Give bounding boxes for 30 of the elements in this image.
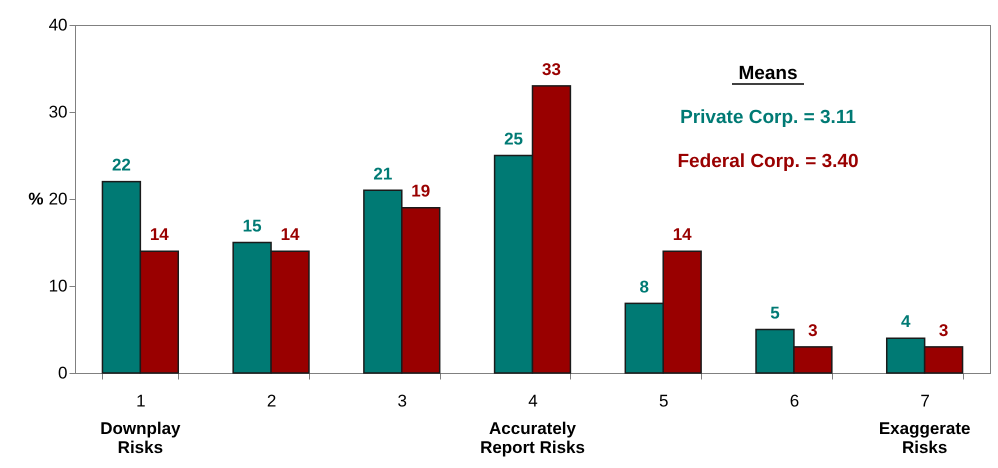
data-label: 22 [112, 156, 131, 175]
data-label: 4 [900, 312, 911, 332]
y-tick-label: 0 [58, 364, 68, 382]
data-label: 3 [938, 320, 948, 340]
x-tick-label: 3 [398, 392, 408, 410]
category-label: 4 Accurately Report Risks [480, 392, 585, 457]
data-label: 3 [808, 320, 818, 340]
y-tick-label: 20 [48, 190, 68, 208]
y-tick-label: 40 [48, 16, 68, 34]
data-label: 8 [640, 277, 649, 296]
data-label: 21 [373, 164, 392, 184]
annotation: Means [738, 63, 798, 84]
x-tick-label: 5 [658, 392, 668, 410]
y-tick-label: 10 [48, 276, 68, 296]
data-label: 15 [242, 216, 262, 236]
data-label: 14 [150, 225, 170, 244]
data-label: 14 [280, 225, 300, 244]
data-label: 25 [504, 130, 524, 148]
data-label: 5 [770, 304, 780, 322]
data-label: 19 [411, 182, 430, 201]
data-label: 33 [542, 60, 561, 79]
data-label: 14 [672, 225, 692, 244]
category-label: 1 Downplay Risks [100, 392, 181, 457]
x-tick-label: 6 [790, 392, 800, 410]
category-label: 7 Exaggerate Risks [878, 392, 970, 457]
y-tick-label: 30 [48, 102, 68, 122]
annotation: Private Corp. = 3.11 [680, 107, 856, 128]
x-tick-label: 2 [266, 392, 276, 410]
y-axis-title: % [28, 190, 44, 208]
annotation: Federal Corp. = 3.40 [677, 151, 859, 172]
